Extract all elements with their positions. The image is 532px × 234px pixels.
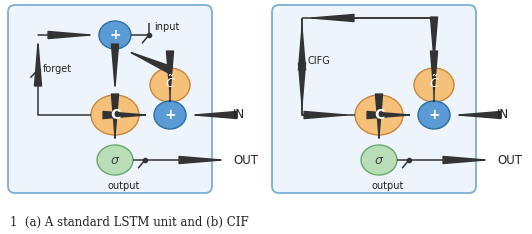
Ellipse shape	[414, 68, 454, 102]
Text: $\tilde{C}$: $\tilde{C}$	[165, 75, 176, 91]
Ellipse shape	[361, 145, 397, 175]
FancyBboxPatch shape	[272, 5, 476, 193]
FancyBboxPatch shape	[8, 5, 212, 193]
Ellipse shape	[418, 101, 450, 129]
Text: OUT: OUT	[497, 154, 522, 167]
Ellipse shape	[154, 101, 186, 129]
Text: output: output	[107, 181, 139, 191]
Ellipse shape	[97, 145, 133, 175]
Text: 1  (a) A standard LSTM unit and (b) CIF: 1 (a) A standard LSTM unit and (b) CIF	[10, 216, 249, 228]
Text: +: +	[109, 28, 121, 42]
Ellipse shape	[99, 21, 131, 49]
Text: C: C	[374, 108, 384, 122]
Text: CIFG: CIFG	[308, 56, 331, 66]
Ellipse shape	[150, 68, 190, 102]
Text: C: C	[110, 108, 120, 122]
Text: +: +	[428, 108, 440, 122]
Text: OUT: OUT	[233, 154, 258, 167]
Text: $\tilde{C}$: $\tilde{C}$	[429, 75, 439, 91]
Text: input: input	[154, 22, 179, 32]
Text: IN: IN	[497, 109, 509, 121]
Ellipse shape	[355, 95, 403, 135]
Text: forget: forget	[43, 64, 72, 74]
Text: output: output	[371, 181, 403, 191]
Text: +: +	[164, 108, 176, 122]
Text: $\sigma$: $\sigma$	[110, 154, 120, 167]
Text: IN: IN	[233, 109, 245, 121]
Ellipse shape	[91, 95, 139, 135]
Text: $\sigma$: $\sigma$	[374, 154, 384, 167]
